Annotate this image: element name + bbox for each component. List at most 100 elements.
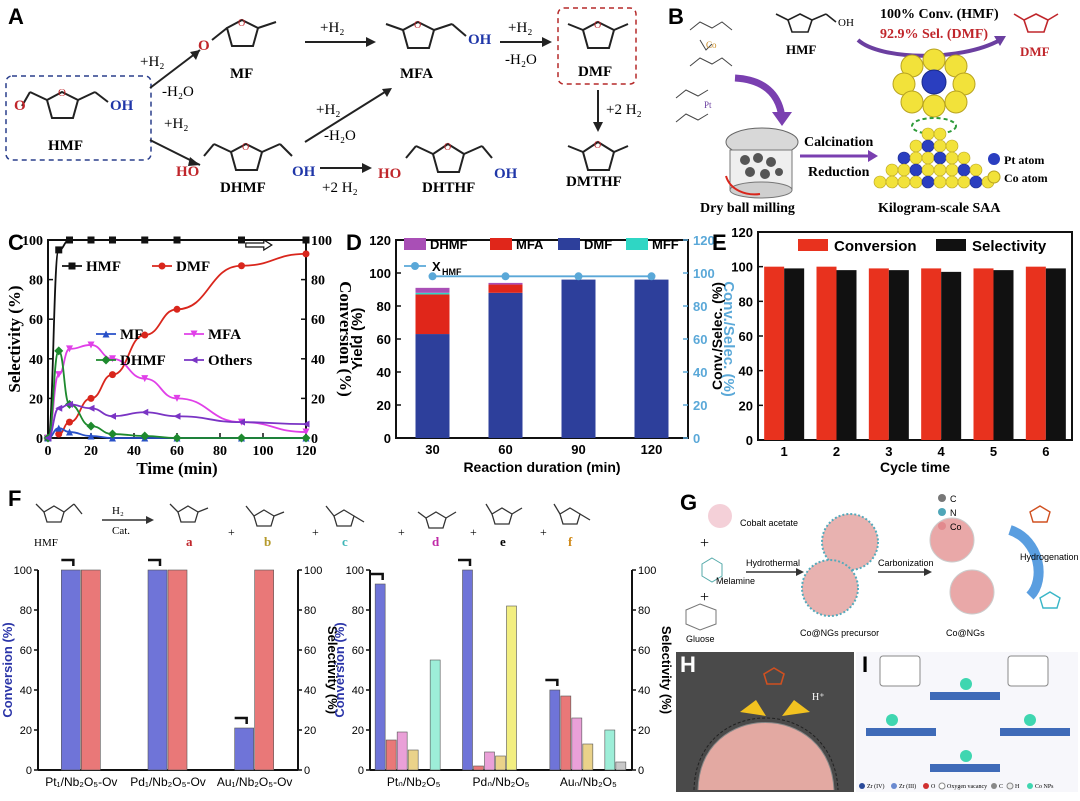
e-ytick-label: 40	[739, 364, 753, 379]
hmf-o-label: O	[14, 98, 26, 114]
f-label-a: a	[186, 534, 193, 549]
dhmf-molecule	[203, 142, 293, 171]
f-bar-a	[385, 739, 397, 771]
e-bar-conversion	[816, 266, 837, 440]
d-y2tick-label: 120	[693, 233, 715, 248]
c-line-others	[47, 403, 307, 439]
f-y2tick-label: 60	[304, 645, 316, 657]
f-plus-5: +	[540, 525, 547, 539]
e-xtick-label: 4	[938, 444, 946, 459]
f-bar-conversion	[549, 689, 561, 771]
c-legend-marker	[190, 356, 198, 364]
f-y2tick-label: 80	[638, 605, 650, 617]
c-ytick-label: 40	[29, 353, 43, 368]
hydrothermal-arrowhead	[796, 568, 804, 576]
panel-letter-h: H	[680, 652, 696, 677]
zoom-ring	[911, 117, 957, 135]
b-hmf-oh: OH	[838, 17, 854, 29]
c-point-others	[173, 412, 181, 420]
i-legend: Zr (IV) Zr (III) O Oxygen vacancy C H Co…	[859, 782, 1054, 790]
chart-f1: 0 0 20 20 40 40 60 60 80 80 100 100 Pt₁/Nb₂O₅-Ov Pd₁/…	[0, 558, 340, 789]
c-point-dmf	[238, 262, 245, 270]
pyramid-atom	[933, 175, 947, 189]
panel-d: D 0 0 20 20 40 40 60 60 80 80 100 100 120 120 30 60 90 12…	[346, 230, 737, 475]
plus-1: +	[700, 535, 709, 552]
c-arrow-right-icon	[245, 238, 273, 252]
c-legend-label: HMF	[86, 259, 121, 275]
b-reaction-arrow	[856, 38, 1001, 58]
dhthf-name: DHTHF	[422, 180, 475, 196]
c-point-hmf	[87, 236, 95, 244]
e-xtick-label: 1	[781, 444, 788, 459]
c-y2tick-label: 60	[311, 313, 325, 328]
dhthf-oh-label: OH	[494, 166, 518, 182]
pyramid-atom	[921, 175, 935, 189]
f-xtick-label: Pd₁/Nb₂O₅-Ov	[130, 775, 206, 789]
d-xtick-label: 30	[425, 442, 439, 457]
f-label-f: f	[568, 534, 573, 549]
dry-ball-label: Dry ball milling	[700, 201, 795, 216]
plus-2: +	[700, 589, 709, 606]
e-legend-swatch	[798, 239, 828, 251]
pt-atom-legend-dot	[988, 153, 1000, 165]
e-bar-conversion	[1025, 266, 1046, 440]
dmthf-ring-o: O	[594, 140, 601, 151]
mf-ring-o: O	[238, 18, 245, 29]
f-bar-b	[396, 731, 408, 771]
d-bar-dmf	[488, 292, 523, 438]
saa-pyramid	[873, 127, 995, 189]
f-y2tick-label: 0	[638, 765, 644, 777]
c-point-others	[302, 420, 310, 428]
d-y2tick-label: 40	[693, 365, 707, 380]
f-bar-d	[506, 605, 517, 771]
pyramid-atom	[885, 175, 899, 189]
f-conversion-pointer	[545, 678, 559, 686]
c-point-dmf	[173, 305, 181, 313]
h-carbon-shell	[693, 717, 839, 791]
pyramid-atom	[957, 163, 971, 177]
c-point-others	[109, 412, 116, 420]
cond-2h2-2: +2 H₂	[322, 180, 358, 196]
hydrogenation-arrow	[1007, 525, 1044, 600]
pyramid-atom	[921, 163, 935, 177]
panel-letter-f: F	[8, 486, 21, 511]
c-ytick-label: 100	[22, 234, 43, 249]
c-point-mfa	[109, 355, 116, 363]
d-bar-mfa	[415, 294, 450, 335]
precursor-spheres	[801, 513, 879, 617]
h-nanoparticle	[697, 722, 835, 791]
co-symbol: Co	[706, 40, 717, 50]
e-bar-selectivity	[784, 268, 805, 440]
i-legend-c: C	[999, 784, 1003, 790]
d-ytick-label: 0	[384, 431, 391, 446]
c-point-others	[66, 400, 73, 408]
c-point-others	[44, 434, 52, 442]
panel-letter-b: B	[668, 4, 684, 29]
arrowhead-dhmf-dhthf	[362, 163, 372, 173]
d-y2tick-label: 0	[693, 431, 700, 446]
f-bar-conversion	[462, 569, 473, 771]
d-xlabel: Reaction duration (min)	[463, 459, 620, 475]
milling-balls	[740, 153, 783, 179]
f-ytick-label: 40	[20, 685, 32, 697]
d-ylabel: Yield (%)	[349, 308, 366, 371]
dhmf-name: DHMF	[220, 180, 266, 196]
f-h2-label: H₂	[112, 505, 124, 517]
h-arrow-left	[740, 700, 766, 716]
dmf-molecule	[567, 20, 629, 49]
cond-h2-1: +H₂	[140, 54, 165, 70]
chart-f2: 0 0 20 20 40 40 60 60 80 80 100 100 Ptₙ/Nb₂O₅ Pdₙ/Nb₂…	[332, 558, 674, 789]
e-bar-selectivity	[993, 270, 1014, 440]
e-xlabel: Cycle time	[880, 459, 950, 475]
pyramid-atom	[909, 139, 923, 153]
conv-text: 100% Conv. (HMF)	[880, 7, 999, 22]
pyramid-atom	[873, 175, 887, 189]
hmf-oh-label: OH	[110, 98, 134, 114]
pyramid-atom	[933, 163, 947, 177]
c-point-hmf	[302, 236, 310, 244]
sel-text: 92.9% Sel. (DMF)	[880, 27, 988, 42]
f-ytick-label: 100	[346, 565, 364, 577]
glucose-structure	[685, 603, 717, 631]
f-bar-a	[81, 569, 101, 771]
